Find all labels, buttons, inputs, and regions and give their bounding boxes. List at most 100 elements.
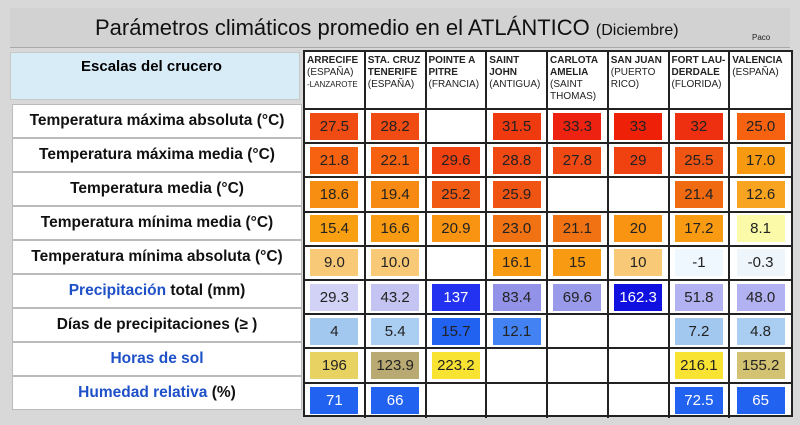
table-cell: 29.3 (305, 280, 366, 314)
port-note: -LANZAROTE (307, 80, 358, 89)
port-name: CARLOTA AMELIA (550, 55, 598, 78)
port-name: ARRECIFE (307, 55, 359, 66)
row-label-text: (%) (207, 384, 236, 401)
table-cell: 12.1 (487, 315, 548, 348)
table-cell: 216.1 (670, 349, 731, 382)
table-cell: 12.6 (730, 178, 791, 210)
table-cell: 23.0 (487, 212, 548, 245)
row-label: Precipitación total (mm) (12, 274, 302, 308)
table-row: 18.6 19.4 25.2 25.9 21.4 12.6 (305, 178, 791, 213)
table-cell (609, 349, 670, 382)
value-box: 8.1 (736, 215, 785, 243)
value-box: 123.9 (371, 351, 420, 379)
table-row: 27.5 28.2 31.5 33.3 33 32 25.0 (305, 110, 791, 145)
table-cell (427, 110, 488, 143)
value-box: 162.3 (614, 283, 663, 311)
row-label: Temperatura máxima absoluta (°C) (12, 104, 302, 138)
table-cell (487, 349, 548, 382)
value-box: 22.1 (371, 146, 420, 174)
table-cell: 20 (609, 212, 670, 245)
table-cell: 19.4 (366, 178, 427, 211)
value-box: 32 (674, 112, 723, 140)
table-cell: 27.5 (305, 110, 366, 143)
table-cell: 16.6 (366, 212, 427, 245)
table-cell: 29 (609, 144, 670, 177)
row-label-text: Temperatura mínima media (°C) (40, 214, 274, 231)
table-cell: 223.2 (427, 349, 488, 382)
value-box: 10.0 (371, 249, 420, 277)
value-box: 16.6 (371, 215, 420, 243)
value-box: 25.2 (431, 180, 480, 208)
table-cell: 17.2 (670, 212, 731, 245)
value-box: 33.3 (553, 112, 602, 140)
port-name: FORT LAU-DERDALE (671, 55, 726, 78)
table-cell: 29.6 (427, 144, 488, 177)
table-cell: 8.1 (730, 213, 791, 245)
table-cell: 25.2 (427, 178, 488, 211)
column-header: POINTE A PITRE (FRANCIA) (427, 52, 488, 108)
value-box: 25.5 (674, 146, 723, 174)
value-box: 65 (736, 387, 785, 415)
value-box: 72.5 (674, 387, 723, 415)
title-text: Parámetros climáticos promedio en el ATL… (95, 15, 590, 40)
port-country: (SAINT THOMAS) (550, 79, 597, 102)
port-country: (ESPAÑA) (367, 79, 415, 90)
table-cell: 4.8 (730, 315, 791, 347)
row-labels: Temperatura máxima absoluta (°C) Temperat… (12, 104, 302, 410)
table-row: 9.0 10.0 16.1 15 10 -1 -0.3 (305, 246, 791, 281)
table-cell: 137 (427, 280, 488, 314)
value-box: 4 (310, 317, 359, 345)
table-cell: 16.1 (487, 246, 548, 279)
value-box: 223.2 (431, 351, 480, 379)
port-country: (FLORIDA) (671, 79, 722, 90)
value-box: 48.0 (736, 283, 785, 311)
table-cell: 9.0 (305, 246, 366, 279)
value-box: 21.4 (674, 180, 723, 208)
value-box: 29.3 (310, 283, 359, 311)
table-cell: 123.9 (366, 349, 427, 382)
port-name: POINTE A PITRE (428, 55, 475, 78)
author-label: Paco (752, 33, 771, 42)
value-box: 31.5 (492, 112, 541, 140)
page-title: Parámetros climáticos promedio en el ATL… (95, 15, 679, 41)
port-country: (ANTIGUA) (489, 79, 541, 90)
table-row: 71 66 72.5 65 (305, 383, 791, 418)
value-box: 66 (371, 387, 420, 415)
table-cell (427, 383, 488, 418)
column-header: ARRECIFE (ESPAÑA) -LANZAROTE (305, 52, 366, 108)
table-cell: 66 (366, 383, 427, 418)
row-label-text: Temperatura máxima absoluta (°C) (29, 112, 285, 129)
table-cell: 162.3 (609, 280, 670, 314)
value-box: 4.8 (736, 317, 785, 345)
row-label: Humedad relativa (%) (12, 376, 302, 410)
table-cell: 21.1 (548, 212, 609, 245)
table-cell: 10 (609, 246, 670, 279)
left-header: Escalas del crucero (10, 52, 300, 100)
table-cell: 15 (548, 246, 609, 279)
table-cell (548, 383, 609, 418)
table-cell: 20.9 (427, 212, 488, 245)
port-country: (ESPAÑA) (307, 67, 354, 78)
left-header-text: Escalas del crucero (81, 58, 222, 75)
value-box: 7.2 (674, 317, 723, 345)
table-cell: 27.8 (548, 144, 609, 177)
table-cell: -1 (670, 246, 731, 279)
table-cell: 31.5 (487, 110, 548, 143)
table-cell: 28.2 (366, 110, 427, 143)
table-cell: 48.0 (730, 281, 791, 313)
table-cell (548, 349, 609, 382)
row-label: Temperatura mínima absoluta (°C) (12, 240, 302, 274)
port-name: SAN JUAN (610, 55, 662, 66)
table-cell: 5.4 (366, 315, 427, 348)
value-box: 27.5 (310, 112, 359, 140)
table-row: 15.4 16.6 20.9 23.0 21.1 20 17.2 8.1 (305, 212, 791, 247)
value-box: -0.3 (736, 249, 785, 277)
value-box: 17.0 (736, 146, 785, 174)
table-cell: 65 (730, 384, 791, 418)
table-cell: 72.5 (670, 383, 731, 418)
climate-table: ARRECIFE (ESPAÑA) -LANZAROTE STA. CRUZ TENE… (303, 50, 793, 418)
value-box: 5.4 (371, 317, 420, 345)
column-header: SAINT JOHN (ANTIGUA) (487, 52, 548, 108)
value-box: 33 (614, 112, 663, 140)
table-cell: 28.8 (487, 144, 548, 177)
